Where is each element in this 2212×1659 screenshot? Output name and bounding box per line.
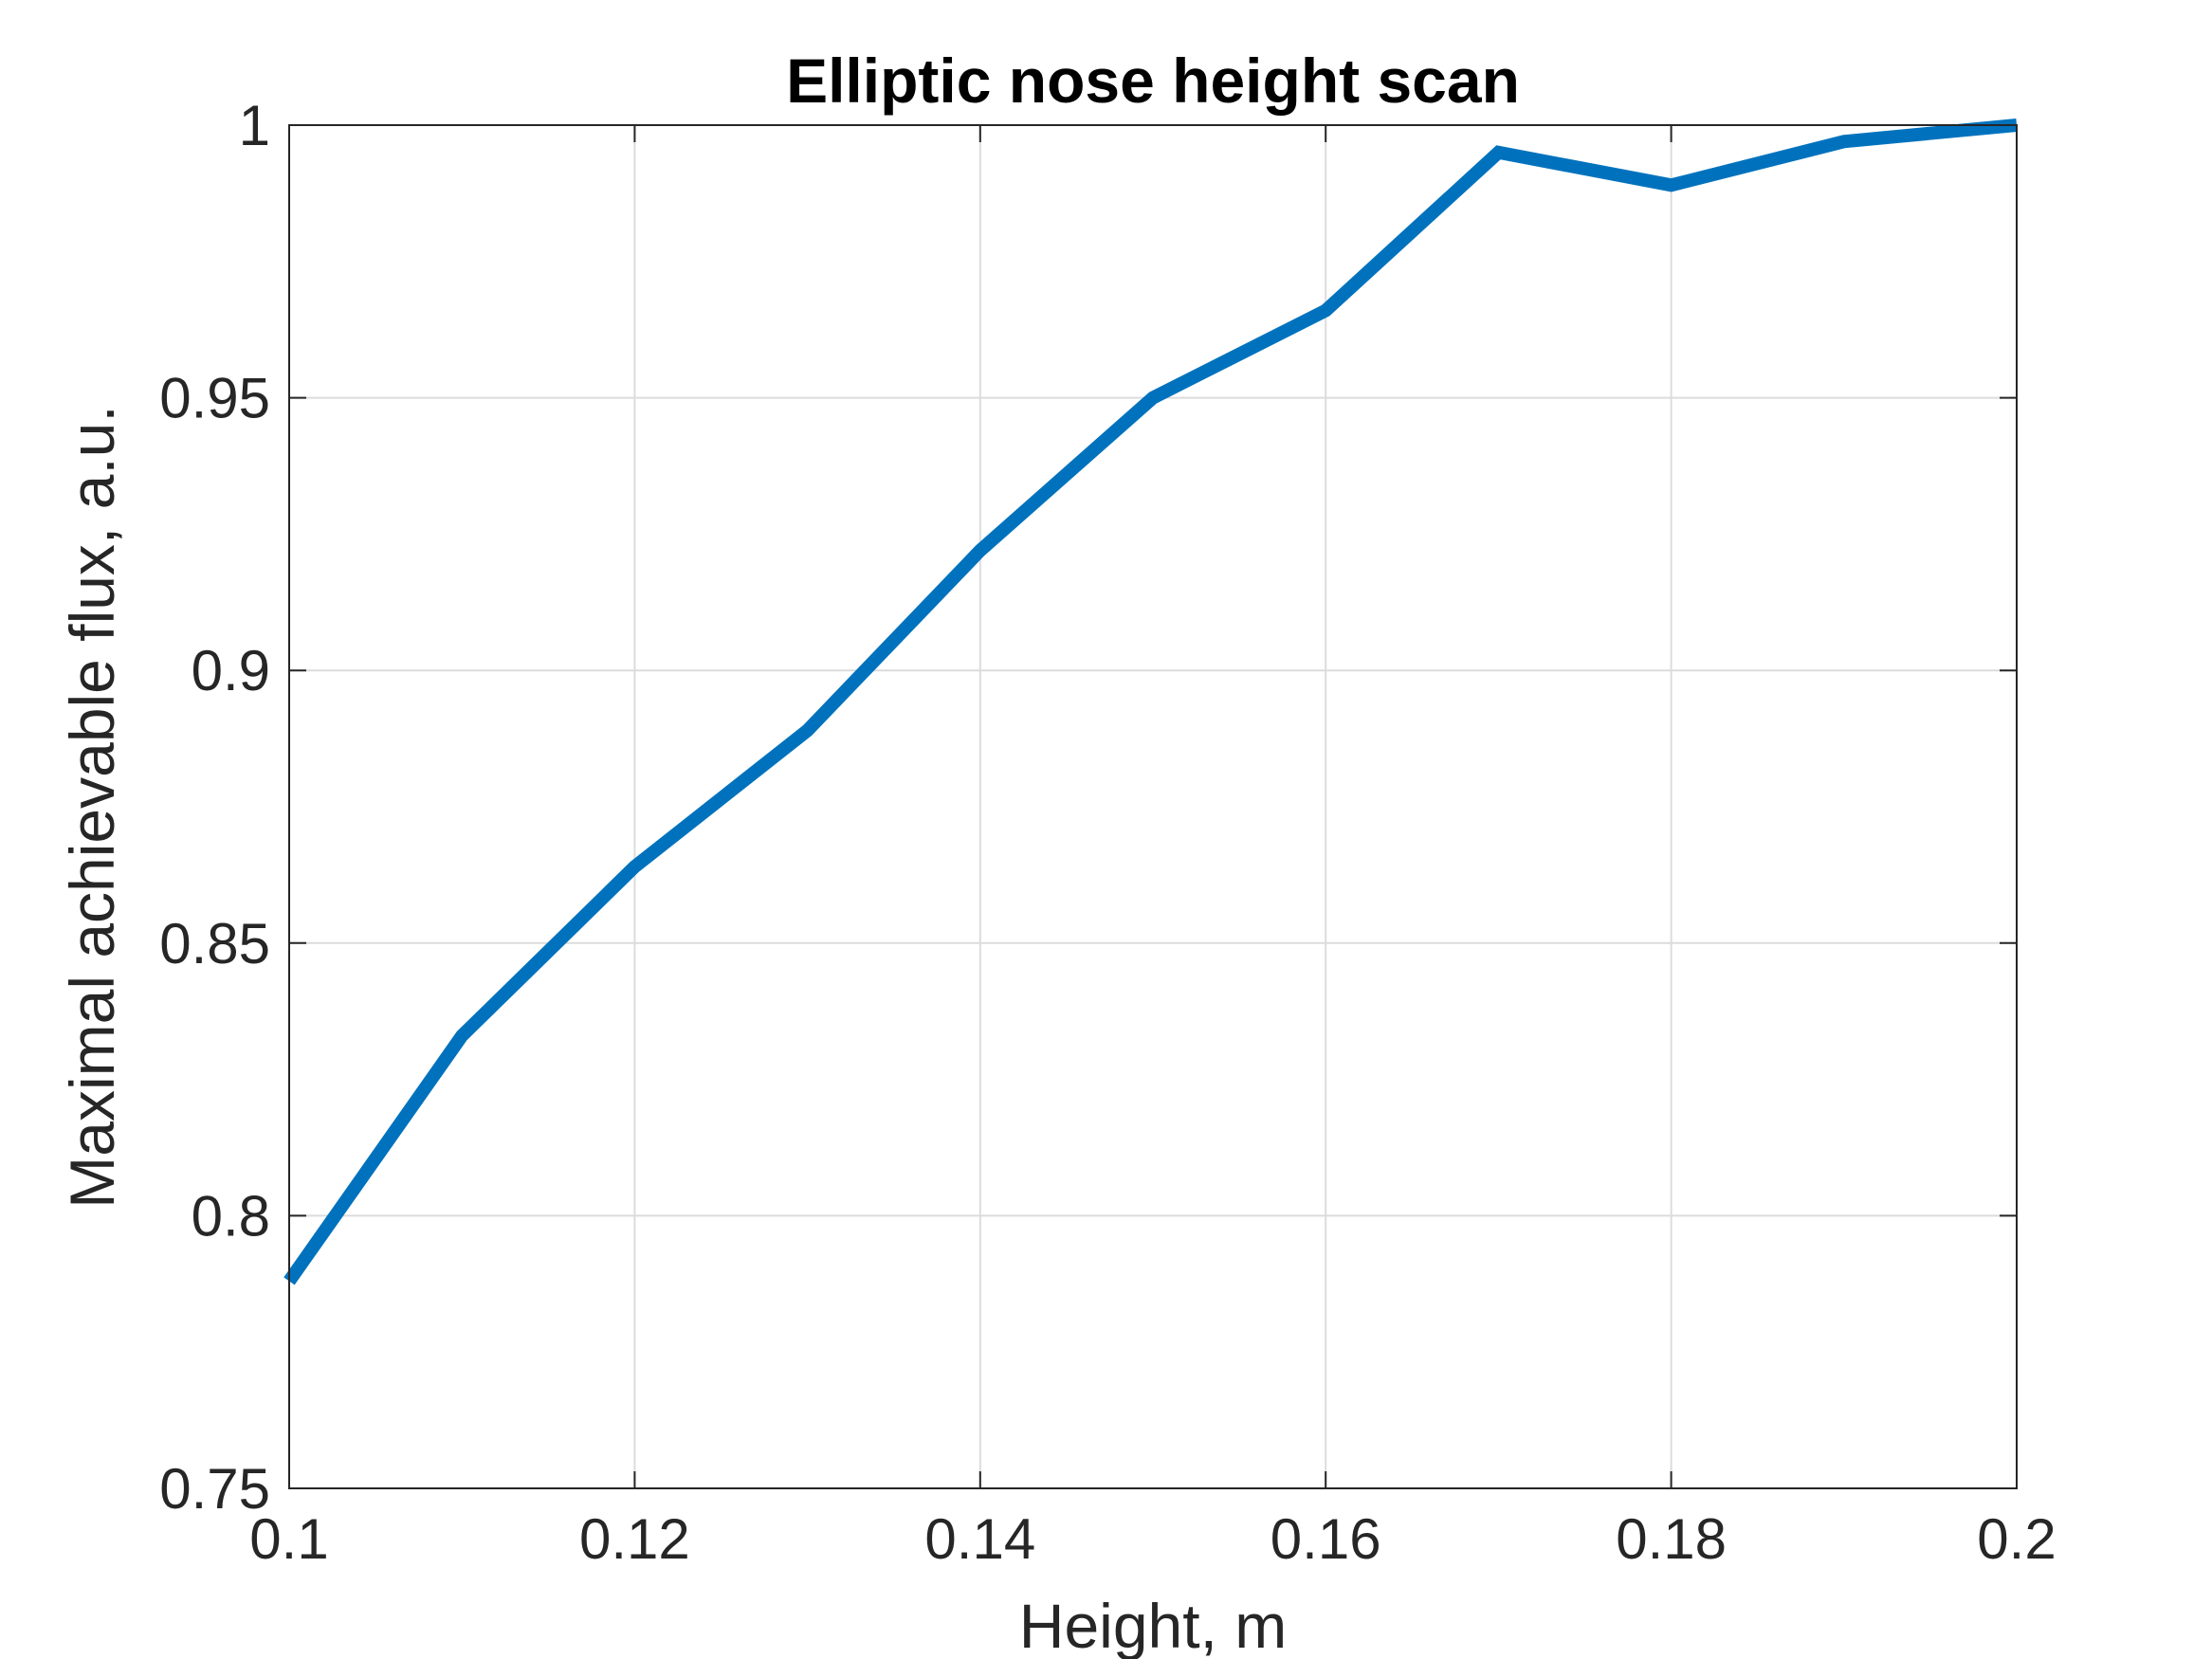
x-axis-label: Height, m [1019, 1591, 1287, 1659]
y-tick-label: 0.9 [192, 639, 270, 702]
tick-marks [288, 124, 2018, 1489]
plot-area [289, 125, 2017, 1488]
x-tick-label: 0.2 [1977, 1507, 2056, 1571]
y-tick-label: 0.8 [192, 1184, 270, 1248]
x-tick-label: 0.14 [924, 1507, 1035, 1571]
y-tick-label: 0.75 [159, 1457, 270, 1521]
x-tick-label: 0.18 [1616, 1507, 1727, 1571]
y-axis-label: Maximal achievable flux, a.u. [57, 405, 127, 1208]
y-tick-labels: 0.75 0.8 0.85 0.9 0.95 1 [159, 94, 270, 1521]
x-tick-labels: 0.1 0.12 0.14 0.16 0.18 0.2 [249, 1507, 2056, 1571]
y-tick-label: 0.85 [159, 912, 270, 975]
series-line [283, 118, 2018, 1285]
x-tick-label: 0.16 [1271, 1507, 1381, 1571]
x-tick-label: 0.12 [579, 1507, 690, 1571]
series-layer [283, 118, 2018, 1285]
x-tick-label: 0.1 [249, 1507, 328, 1571]
y-tick-label: 1 [239, 94, 270, 157]
plot-frame [288, 124, 2018, 1489]
chart-title: Elliptic nose height scan [786, 46, 1520, 116]
y-tick-label: 0.95 [159, 367, 270, 430]
